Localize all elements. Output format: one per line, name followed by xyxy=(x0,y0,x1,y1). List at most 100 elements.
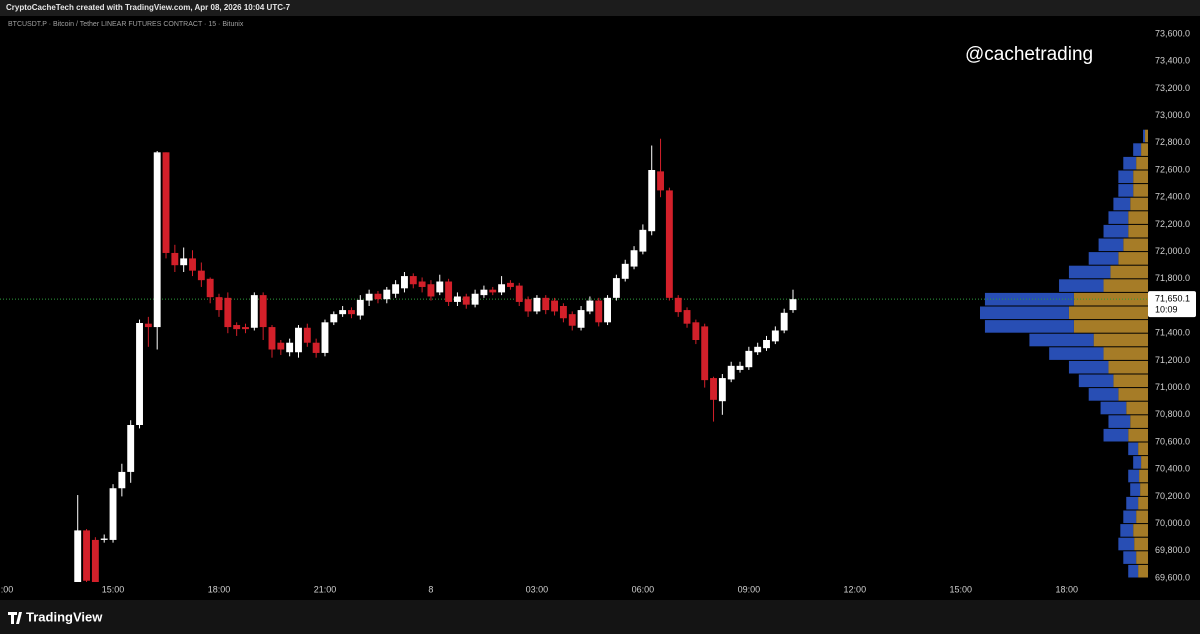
volume-profile-bar xyxy=(1130,197,1148,211)
volume-profile-bar xyxy=(1118,170,1134,184)
logo-text: TradingView xyxy=(26,609,103,624)
candle-body xyxy=(701,326,709,381)
volume-profile-bar xyxy=(1103,224,1129,238)
candle-body xyxy=(657,171,664,191)
volume-profile-bar xyxy=(1068,265,1111,279)
volume-profile-bar xyxy=(1123,238,1148,252)
volume-profile-bar xyxy=(1103,347,1148,360)
candle-body xyxy=(312,342,320,353)
volume-profile-bar xyxy=(1110,265,1148,279)
candle-body xyxy=(595,300,603,323)
candle-body xyxy=(401,276,408,289)
candle-body xyxy=(83,530,90,581)
candle-body xyxy=(321,322,329,353)
volume-profile-bar xyxy=(1128,564,1139,578)
x-tick-label: 18:00 xyxy=(1055,584,1078,594)
candle-body xyxy=(427,284,435,297)
x-tick-label: 12:00 xyxy=(844,584,867,594)
candle-body xyxy=(109,488,117,540)
candle-body xyxy=(683,310,691,324)
volume-profile-bar xyxy=(1118,184,1134,197)
candle-body xyxy=(91,539,99,582)
axes: 69,600.0 69,800.0 70,000.0 70,200.0 70,400.0… xyxy=(1,28,1196,594)
candle-body xyxy=(480,289,488,296)
countdown-label: 10:09 xyxy=(1155,305,1178,315)
candle-body xyxy=(206,278,214,298)
x-tick-label: 09:00 xyxy=(738,584,761,594)
y-tick-label: 72,800.0 xyxy=(1155,137,1190,147)
candle-body xyxy=(789,299,797,311)
y-tick-label: 73,000.0 xyxy=(1155,110,1190,120)
y-tick-label: 73,400.0 xyxy=(1155,56,1190,66)
candle-body xyxy=(127,425,135,472)
y-tick-label: 72,400.0 xyxy=(1155,192,1190,202)
volume-profile-bar xyxy=(984,320,1074,333)
logo-icon xyxy=(8,612,22,624)
candle-body xyxy=(568,314,576,326)
candle-body xyxy=(515,285,523,302)
candle-body xyxy=(268,327,276,350)
candle-body xyxy=(118,471,126,489)
volume-profile-bar xyxy=(1108,415,1131,428)
volume-profile-bar xyxy=(980,306,1069,320)
y-tick-label: 70,200.0 xyxy=(1155,491,1190,501)
y-tick-label: 69,800.0 xyxy=(1155,545,1190,555)
volume-profile-bar xyxy=(1130,483,1141,496)
candle-body xyxy=(692,322,700,340)
candle-body xyxy=(74,530,82,582)
candle-body xyxy=(718,378,726,402)
candle-body xyxy=(524,299,532,312)
x-tick-label: :00 xyxy=(1,584,14,594)
candle-body xyxy=(665,190,673,298)
x-tick-label: 03:00 xyxy=(526,584,549,594)
volume-profile-bar xyxy=(1141,143,1148,156)
candle-body xyxy=(162,152,170,253)
y-tick-label: 70,800.0 xyxy=(1155,409,1190,419)
volume-profile-bar xyxy=(1128,428,1148,442)
volume-profile-bar xyxy=(1138,496,1148,510)
candle-body xyxy=(612,278,620,298)
volume-profile-bar xyxy=(1130,415,1148,428)
footer-bar xyxy=(0,600,1200,634)
volume-profile-bar xyxy=(1136,551,1148,564)
candle-body xyxy=(577,310,585,328)
candle-body xyxy=(330,314,338,323)
candle-body xyxy=(339,310,347,315)
candle-body xyxy=(233,325,241,330)
volume-profile-bar xyxy=(1128,469,1140,483)
candle-body xyxy=(533,297,541,312)
symbol-title: BTCUSDT.P · Bitcoin / Tether LINEAR FUTU… xyxy=(8,21,244,28)
volume-profile-bar xyxy=(1133,143,1142,156)
candle-body xyxy=(462,296,470,305)
y-tick-label: 72,000.0 xyxy=(1155,246,1190,256)
volume-profile-bar xyxy=(1143,129,1146,143)
volume-profile-bar xyxy=(1093,333,1148,347)
candle-body xyxy=(630,250,638,267)
x-tick-label: 15:00 xyxy=(102,584,125,594)
volume-profile-bar xyxy=(1123,551,1137,564)
x-tick-label: 21:00 xyxy=(314,584,337,594)
candle-body xyxy=(277,342,285,350)
volume-profile-bar xyxy=(1123,156,1137,170)
y-tick-label: 73,600.0 xyxy=(1155,28,1190,38)
candle-body xyxy=(648,170,656,232)
candle-body xyxy=(383,289,391,300)
x-tick-label: 18:00 xyxy=(208,584,231,594)
candle-body xyxy=(710,378,717,400)
price-label: 71,650.1 xyxy=(1155,294,1190,304)
volume-profile-bar xyxy=(1118,252,1148,265)
candle-body xyxy=(445,281,453,302)
candle-body xyxy=(736,365,744,370)
candle-body xyxy=(489,289,497,293)
candle-body xyxy=(250,295,258,328)
price-label-box xyxy=(1148,291,1196,318)
volume-profile-bar xyxy=(1145,129,1148,143)
volume-profile-bar xyxy=(1139,469,1148,483)
volume-profile-bar xyxy=(1140,483,1148,496)
volume-profile-bar xyxy=(1128,442,1139,456)
watermark: @cachetrading xyxy=(965,44,1093,65)
candle-body xyxy=(727,365,735,380)
volume-profile-bar xyxy=(1113,374,1148,388)
candle-body xyxy=(754,346,762,353)
volume-profile-bar xyxy=(1123,510,1137,524)
